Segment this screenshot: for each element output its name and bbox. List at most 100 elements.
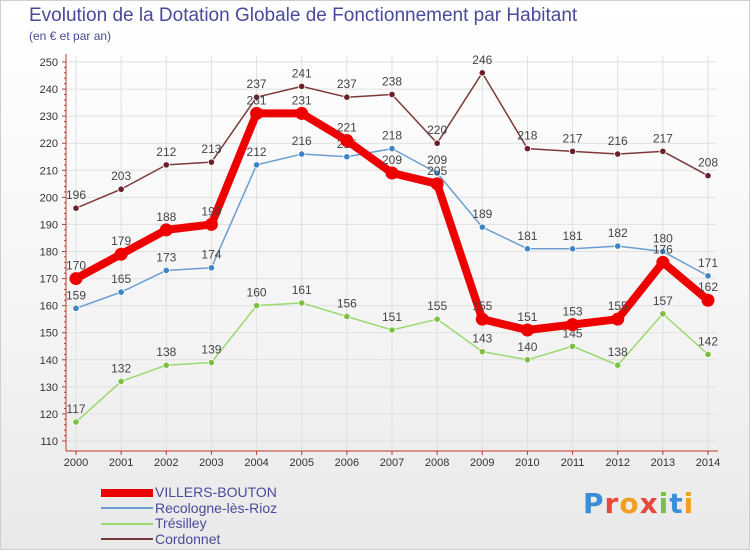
legend-label: Cordonnet [155, 530, 221, 547]
y-tick-label: 230 [40, 111, 58, 123]
x-tick-label: 2002 [154, 457, 178, 469]
data-label-recologne-les-rioz: 189 [472, 207, 492, 221]
data-point-cordonnet [478, 69, 486, 77]
data-point-villers-bouton [295, 106, 309, 120]
data-label-cordonnet: 213 [201, 142, 221, 156]
data-point-tresilley [568, 342, 577, 350]
y-tick-label: 140 [40, 355, 58, 367]
data-label-villers-bouton: 179 [111, 234, 131, 248]
data-point-villers-bouton [701, 293, 715, 307]
data-label-recologne-les-rioz: 165 [111, 272, 131, 286]
data-point-villers-bouton [430, 177, 444, 191]
data-label-tresilley: 117 [66, 402, 85, 416]
data-point-recologne-les-rioz [252, 161, 261, 169]
data-point-villers-bouton [611, 312, 625, 326]
x-tick-label: 2008 [425, 457, 449, 469]
data-label-cordonnet: 212 [156, 145, 176, 159]
logo-letter: x [639, 487, 659, 520]
data-label-tresilley: 142 [698, 334, 718, 348]
data-point-cordonnet [72, 204, 80, 212]
data-label-villers-bouton: 170 [66, 259, 86, 273]
y-tick-label: 170 [40, 274, 58, 286]
data-point-villers-bouton [250, 106, 264, 120]
data-label-recologne-les-rioz: 173 [156, 250, 176, 264]
data-label-cordonnet: 220 [427, 123, 447, 137]
data-label-villers-bouton: 151 [517, 310, 537, 324]
data-label-recologne-les-rioz: 159 [66, 288, 86, 302]
data-label-cordonnet: 218 [517, 129, 537, 143]
y-tick-label: 150 [40, 328, 58, 340]
data-label-cordonnet: 246 [472, 53, 492, 67]
data-point-tresilley [72, 418, 80, 426]
data-point-villers-bouton [204, 217, 218, 231]
series-tresilley: 117 132 138 139 160 161 156 151 155 143 140 145 138 1… [66, 283, 718, 426]
x-tick-label: 2004 [244, 457, 268, 469]
y-tick-label: 130 [40, 382, 58, 394]
data-label-villers-bouton: 231 [292, 93, 312, 107]
data-label-tresilley: 138 [156, 345, 176, 359]
legend-item: Trésilley [101, 516, 277, 532]
data-point-cordonnet [207, 158, 216, 166]
x-tick-label: 2012 [605, 457, 629, 469]
data-label-villers-bouton: 155 [608, 299, 628, 313]
data-point-recologne-les-rioz [343, 153, 351, 161]
data-point-recologne-les-rioz [478, 223, 486, 231]
logo-letter: t [669, 487, 684, 520]
data-label-cordonnet: 237 [337, 77, 357, 91]
legend-swatch [101, 488, 153, 497]
data-point-cordonnet [252, 93, 261, 101]
data-label-tresilley: 160 [247, 286, 267, 300]
data-label-recologne-les-rioz: 209 [427, 153, 447, 167]
legend-swatch [101, 538, 153, 541]
data-label-tresilley: 139 [201, 342, 221, 356]
data-point-tresilley [523, 356, 532, 364]
data-label-recologne-les-rioz: 216 [292, 134, 312, 148]
data-point-recologne-les-rioz [704, 272, 712, 280]
data-point-villers-bouton [475, 312, 489, 326]
data-label-tresilley: 157 [653, 294, 673, 308]
data-point-villers-bouton [566, 318, 580, 332]
y-tick-label: 190 [40, 219, 58, 231]
data-point-tresilley [207, 358, 216, 367]
data-point-tresilley [433, 315, 441, 323]
data-label-villers-bouton: 176 [653, 242, 673, 256]
data-point-cordonnet [117, 185, 125, 193]
data-label-recologne-les-rioz: 180 [653, 232, 673, 246]
data-point-cordonnet [162, 161, 170, 169]
data-label-recologne-les-rioz: 174 [201, 248, 221, 262]
data-point-villers-bouton [69, 272, 83, 286]
data-label-tresilley: 140 [517, 340, 537, 354]
data-point-villers-bouton [340, 134, 354, 148]
legend-swatch [101, 522, 153, 525]
data-point-recologne-les-rioz [162, 266, 170, 275]
data-label-villers-bouton: 153 [563, 305, 583, 319]
y-tick-label: 160 [40, 301, 58, 313]
proxiti-logo: Proxiti [583, 487, 694, 520]
x-tick-label: 2010 [515, 457, 539, 469]
legend-item: Cordonnet [101, 530, 277, 548]
data-label-recologne-les-rioz: 212 [247, 145, 267, 159]
data-label-cordonnet: 217 [563, 131, 583, 145]
data-label-villers-bouton: 190 [201, 204, 221, 218]
data-label-cordonnet: 237 [247, 77, 267, 91]
data-point-recologne-les-rioz [72, 304, 80, 312]
data-label-tresilley: 138 [608, 345, 628, 359]
data-label-cordonnet: 203 [111, 169, 131, 183]
data-point-cordonnet [433, 139, 441, 147]
data-label-tresilley: 145 [563, 326, 583, 340]
legend-swatch [101, 507, 153, 510]
data-point-tresilley [117, 377, 125, 386]
data-point-tresilley [704, 350, 712, 358]
legend-label: Recologne-lès-Rioz [155, 499, 278, 516]
y-tick-label: 210 [40, 165, 58, 177]
series-cordonnet: 196 203 212 213 237 241 237 238 220 246 218 217 216 2… [66, 53, 718, 212]
data-point-recologne-les-rioz [388, 145, 396, 153]
data-point-villers-bouton [385, 166, 399, 180]
data-point-tresilley [614, 361, 622, 369]
data-point-cordonnet [388, 90, 396, 99]
data-label-recologne-les-rioz: 181 [563, 229, 583, 243]
data-label-villers-bouton: 155 [472, 299, 492, 313]
